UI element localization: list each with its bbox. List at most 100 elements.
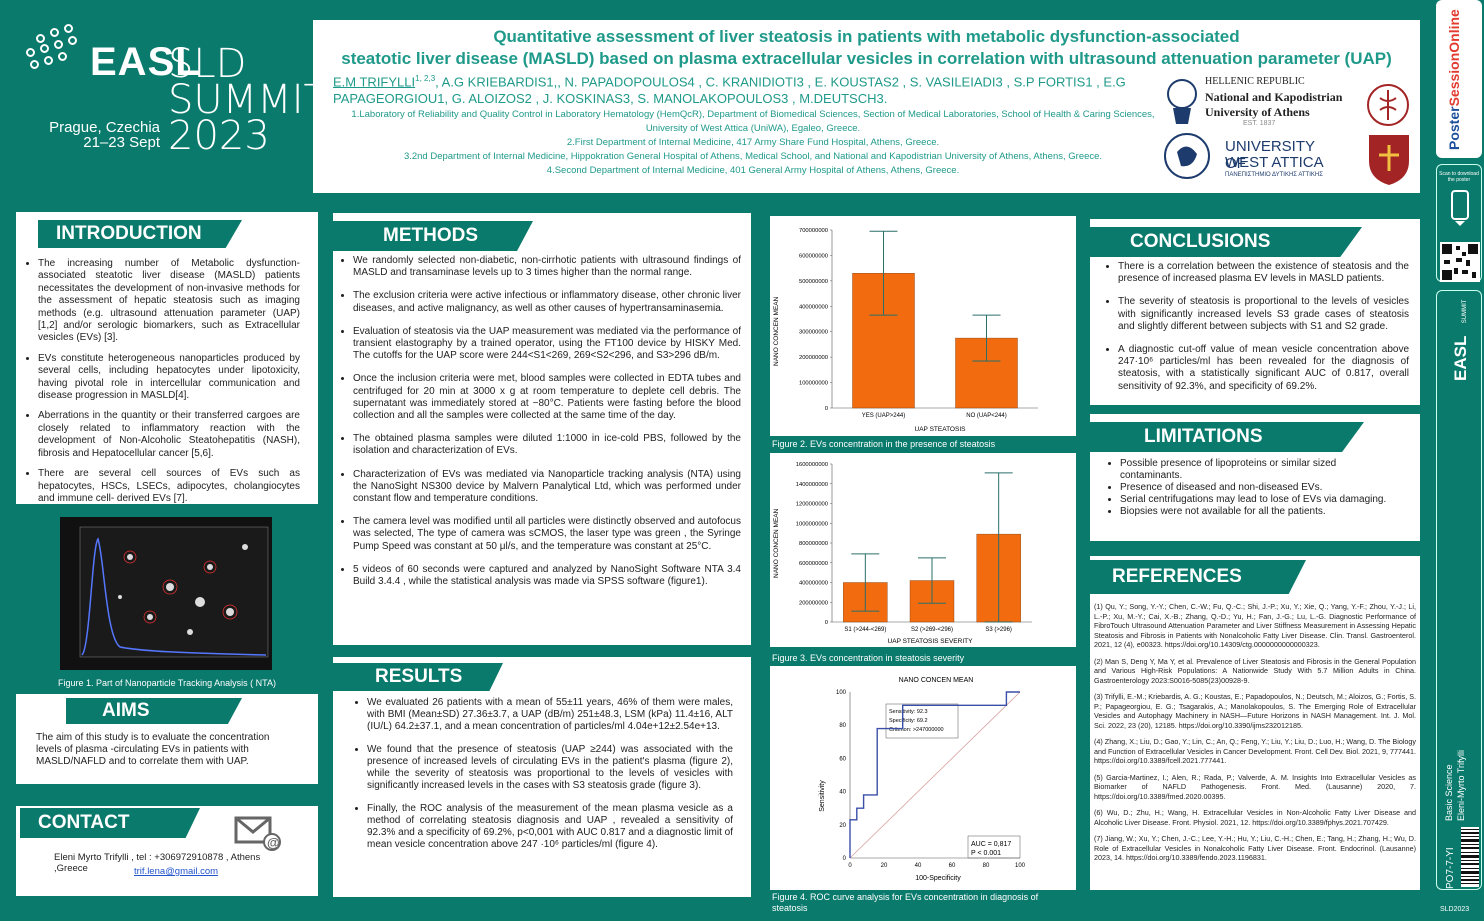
- intro-item: The increasing number of Metabolic dysfu…: [38, 258, 300, 345]
- y-tick-label: 1400000000: [796, 482, 828, 488]
- sld2023-label: SLD2023: [1440, 906, 1470, 913]
- intro-item: There are several cell sources of EVs su…: [38, 468, 300, 505]
- download-panel: Scan to download the poster: [1436, 164, 1482, 282]
- uniwa-logo: UNIVERSITY OF WEST ATTICA ΠΑΝΕΠΙΣΤΗΜΙΟ Δ…: [1163, 128, 1328, 188]
- methods-item: Characterization of EVs was mediated via…: [353, 469, 741, 506]
- fig4-p: P < 0.001: [971, 850, 1001, 857]
- y-tick-label: 20: [839, 823, 846, 829]
- results-panel: RESULTS We evaluated 26 patients with a …: [333, 657, 751, 897]
- methods-item: The exclusion criteria were active infec…: [353, 290, 741, 314]
- poster-code: PO7-7-YI: [1445, 847, 1456, 889]
- svg-text:@: @: [267, 835, 280, 850]
- event-location: Prague, Czechia 21–23 Sept: [49, 119, 160, 151]
- intro-item: EVs constitute heterogeneous nanoparticl…: [38, 353, 300, 403]
- fig3-ylabel: NANO CONCEN MEAN: [773, 508, 780, 578]
- fig2-xlabel: UAP STEATOSIS: [915, 426, 967, 433]
- conclusions-heading: CONCLUSIONS: [1090, 227, 1362, 257]
- sidebar-easl: EASL: [1451, 335, 1470, 381]
- conclusions-panel: CONCLUSIONS There is a correlation betwe…: [1090, 219, 1420, 405]
- limitation-item: Biopsies were not available for all the …: [1120, 506, 1390, 518]
- methods-panel: METHODS We randomly selected non-diabeti…: [333, 213, 751, 645]
- reference-diagonal: [849, 691, 1021, 859]
- y-tick-label: 600000000: [799, 253, 828, 259]
- contact-panel: CONTACT @ Eleni Myrto Trifylli , tel : +…: [16, 806, 318, 896]
- results-item: We evaluated 26 patients with a mean of …: [367, 697, 733, 733]
- authors-list: E.M TRIFYLLI1, 2,3, A.G KRIEBARDIS1,, N.…: [333, 74, 1126, 107]
- methods-item: The camera level was modified until all …: [353, 516, 741, 553]
- y-tick-label: 700000000: [799, 228, 828, 234]
- methods-item: Once the inclusion criteria were met, bl…: [353, 373, 741, 422]
- intro-item: Aberrations in the quantity or their tra…: [38, 410, 300, 460]
- fig4-legend-item: Specificity: 69.2: [889, 718, 928, 724]
- results-heading: RESULTS: [333, 663, 503, 691]
- y-tick-label: 400000000: [799, 581, 828, 587]
- y-tick-label: 200000000: [799, 600, 828, 606]
- poster-title: Quantitative assessment of liver steatos…: [341, 27, 1392, 68]
- x-tick-label: YES (UAP>244): [862, 413, 906, 419]
- y-tick-label: 1000000000: [796, 521, 828, 527]
- figure2-chart: NANO CONCEN MEAN UAP STEATOSIS 0 10000000…: [770, 216, 1076, 436]
- uoa-emblem-icon: [1167, 79, 1197, 124]
- qr-code-icon[interactable]: [1440, 242, 1480, 282]
- reference-item: (6) Wu, D.; Zhu, H.; Wang, H. Extracellu…: [1094, 808, 1416, 827]
- results-item: We found that the presence of steatosis …: [367, 744, 733, 792]
- session-info-panel: EASL SUMMIT Basic Science Eleni-Myrto Tr…: [1436, 290, 1482, 890]
- x-tick-label: 0: [848, 863, 852, 869]
- y-tick-label: 1600000000: [796, 462, 828, 468]
- y-tick-label: 600000000: [799, 561, 828, 567]
- sidebar-summit: SUMMIT: [1462, 299, 1468, 324]
- methods-item: We randomly selected non-diabetic, non-c…: [353, 255, 741, 279]
- figure3-caption: Figure 3. EVs concentration in steatosis…: [772, 653, 965, 663]
- x-tick-label: 80: [983, 863, 990, 869]
- y-tick-label: 1200000000: [796, 502, 828, 508]
- reference-item: (2) Man S, Deng Y, Ma Y, et al. Prevalen…: [1094, 656, 1416, 685]
- reference-item: (4) Zhang, X.; Liu, D.; Gao, Y.; Lin, C.…: [1094, 737, 1416, 765]
- fig4-legend-box: [885, 703, 959, 739]
- fig3-xlabel: UAP STEATOSIS SEVERITY: [888, 638, 974, 645]
- y-tick-label: 100000000: [799, 381, 828, 387]
- x-tick-label: S1 (>244-<269): [844, 627, 886, 633]
- uoa-logo: HELLENIC REPUBLIC National and Kapodistr…: [1163, 76, 1368, 128]
- barcode-icon: [1461, 827, 1479, 887]
- contact-text: Eleni Myrto Trifylli , tel : +3069729108…: [54, 852, 261, 874]
- aims-text: The aim of this study is to evaluate the…: [36, 732, 270, 767]
- references-panel: REFERENCES (1) Qu, Y.; Song, Y.-Y.; Chen…: [1090, 556, 1420, 890]
- x-tick-label: 100: [1015, 863, 1026, 869]
- reference-item: (3) Trifylli, E.-M.; Kriebardis, A. G.; …: [1094, 692, 1416, 730]
- contact-email-link[interactable]: trif.lena@gmail.com: [134, 866, 219, 877]
- nta-figure: [60, 517, 272, 670]
- sidebar-author: Eleni-Myrto Trifylli: [1456, 749, 1466, 821]
- methods-item: 5 videos of 60 seconds were captured and…: [353, 564, 741, 588]
- x-tick-label: S3 (>296): [985, 627, 1012, 633]
- x-tick-label: NO (UAP<244): [966, 413, 1007, 419]
- limitation-item: Presence of diseased and non-diseased EV…: [1120, 482, 1390, 494]
- reference-item: (7) Jiang, W.; Xu, Y.; Chen, J.-C.; Lee,…: [1094, 834, 1416, 862]
- y-tick-label: 300000000: [799, 330, 828, 336]
- y-tick-label: 80: [839, 723, 846, 729]
- conclusion-item: The severity of steatosis is proportiona…: [1118, 296, 1409, 333]
- y-tick-label: 200000000: [799, 355, 828, 361]
- fig4-ylabel: Sensitivity: [819, 780, 826, 812]
- figure1-caption: Figure 1. Part of Nanoparticle Tracking …: [58, 678, 276, 688]
- fig4-xlabel: 100-Specificity: [915, 875, 961, 882]
- fig4-legend-item: Criterion: >247000000: [889, 727, 944, 733]
- aims-heading: AIMS: [66, 698, 242, 724]
- x-tick-label: 20: [881, 863, 888, 869]
- aims-panel: AIMS The aim of this study is to evaluat…: [16, 694, 318, 784]
- uniwa-seal-icon: [1164, 133, 1210, 179]
- title-panel: Quantitative assessment of liver steatos…: [313, 20, 1420, 193]
- x-tick-label: S2 (>269-<296): [911, 627, 953, 633]
- introduction-heading: INTRODUCTION: [38, 220, 242, 248]
- y-tick-label: 800000000: [799, 541, 828, 547]
- figure4-chart: NANO CONCEN MEAN Sensitivity 100-Specifi…: [770, 666, 1076, 890]
- limitations-panel: LIMITATIONS Possible presence of lipopro…: [1090, 414, 1420, 541]
- reference-item: (5) Garcia-Martinez, I.; Alen, R.; Rada,…: [1094, 772, 1416, 801]
- limitation-item: Possible presence of lipoproteins or sim…: [1120, 458, 1390, 482]
- y-tick-label: 100: [836, 690, 847, 696]
- poster-session-logo: PosterSessionOnline: [1436, 0, 1482, 158]
- caduceus-icon: [1367, 84, 1409, 126]
- sidebar-category: Basic Science: [1444, 764, 1454, 821]
- y-tick-label: 0: [843, 856, 847, 862]
- y-tick-label: 400000000: [799, 304, 828, 310]
- results-item: Finally, the ROC analysis of the measure…: [367, 803, 733, 851]
